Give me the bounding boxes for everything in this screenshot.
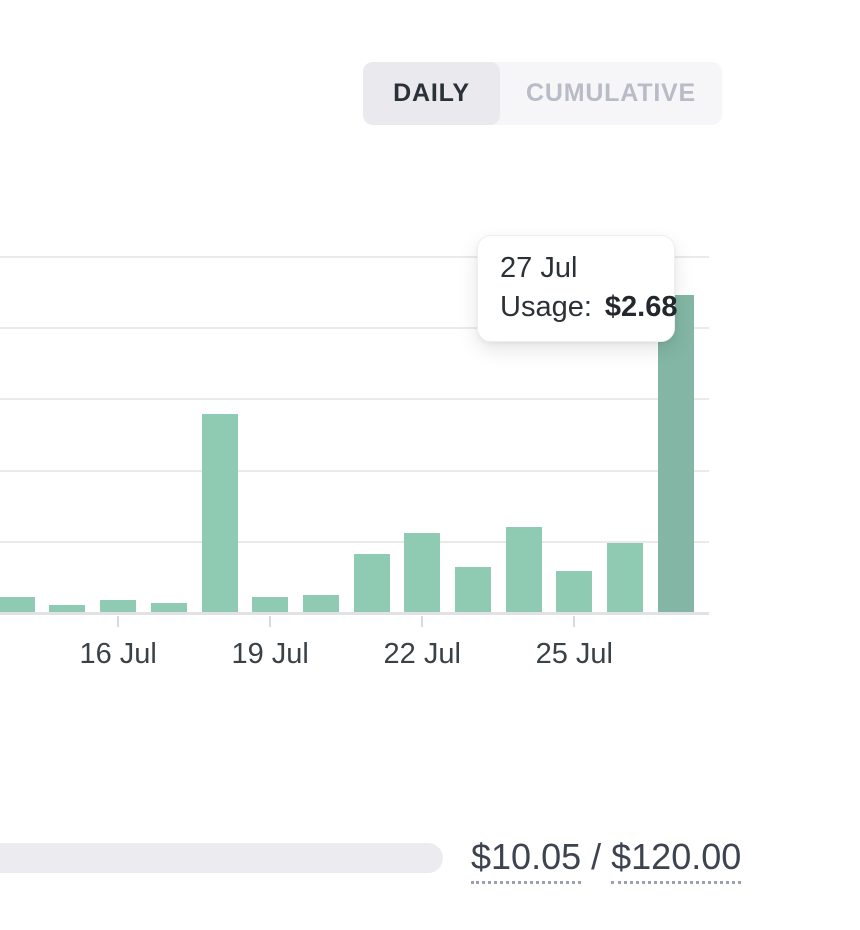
chart-bar[interactable] xyxy=(606,543,643,612)
budget-separator: / xyxy=(591,836,602,877)
tooltip-usage-label: Usage: xyxy=(500,291,592,323)
gridline xyxy=(0,470,709,472)
chart-bar[interactable] xyxy=(302,595,339,612)
chart-bar[interactable] xyxy=(454,567,491,612)
budget-progress-bar xyxy=(0,843,443,873)
view-toggle: DAILY CUMULATIVE xyxy=(363,62,722,125)
gridline xyxy=(0,256,709,258)
budget-limit-amount[interactable]: $120.00 xyxy=(611,836,742,884)
chart-bar[interactable] xyxy=(505,527,542,612)
chart-bar[interactable] xyxy=(0,597,35,612)
chart-bar[interactable] xyxy=(49,605,86,612)
chart-bar-highlighted[interactable] xyxy=(657,295,694,612)
toggle-daily-button[interactable]: DAILY xyxy=(363,62,500,125)
x-axis-label: 19 Jul xyxy=(231,638,309,670)
toggle-daily-label: DAILY xyxy=(393,79,470,107)
tooltip-date: 27 Jul xyxy=(500,252,578,284)
tooltip-usage-line: Usage: $2.68 xyxy=(500,288,677,327)
usage-chart-plot-area xyxy=(0,256,709,615)
x-axis-tick xyxy=(573,616,576,627)
x-axis-tick xyxy=(117,616,120,627)
chart-bar[interactable] xyxy=(252,597,289,612)
x-axis-label: 25 Jul xyxy=(535,638,613,670)
chart-tooltip: 27 Jul Usage: $2.68 xyxy=(477,235,677,342)
chart-bar[interactable] xyxy=(556,571,593,612)
gridline xyxy=(0,398,709,400)
chart-bar[interactable] xyxy=(353,554,390,612)
toggle-cumulative-button[interactable]: CUMULATIVE xyxy=(500,62,722,125)
x-axis-tick xyxy=(269,616,272,627)
x-axis: 16 Jul 19 Jul 22 Jul 25 Jul xyxy=(0,615,740,685)
tooltip-usage-value: $2.68 xyxy=(604,291,678,323)
x-axis-label: 22 Jul xyxy=(383,638,461,670)
x-axis-tick xyxy=(421,616,424,627)
gridline xyxy=(0,327,709,329)
x-axis-label: 16 Jul xyxy=(79,638,157,670)
toggle-cumulative-label: CUMULATIVE xyxy=(525,79,697,107)
chart-bar[interactable] xyxy=(150,603,187,612)
budget-used-amount[interactable]: $10.05 xyxy=(471,836,582,884)
chart-bar[interactable] xyxy=(404,533,441,612)
chart-bar[interactable] xyxy=(201,414,238,612)
gridline xyxy=(0,541,709,543)
chart-bar[interactable] xyxy=(100,600,137,612)
budget-summary: $10.05/$120.00 xyxy=(471,836,742,884)
